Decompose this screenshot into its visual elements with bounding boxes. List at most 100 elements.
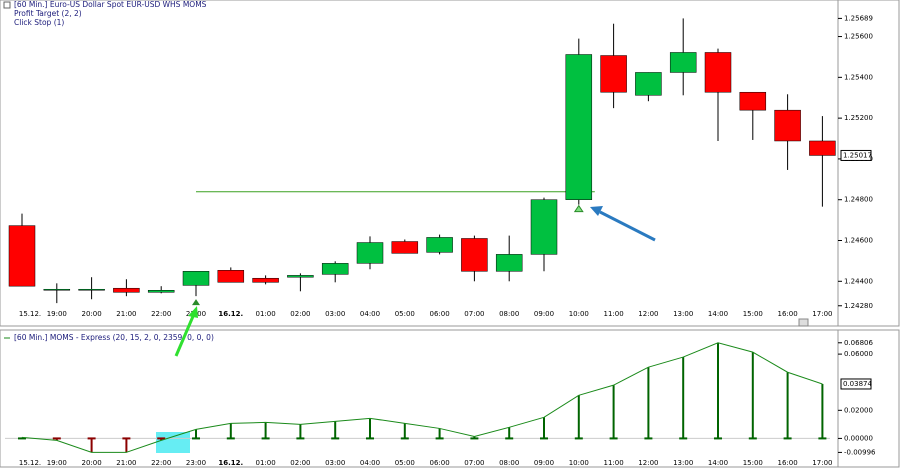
highlight-box: [156, 432, 190, 453]
x-tick-label: 14:00: [708, 459, 728, 467]
chart-title: [60 Min.] Euro-US Dollar Spot EUR-USD WH…: [14, 0, 207, 9]
x-tick-label: 15.12.: [19, 459, 41, 467]
x-tick-label: 08:00: [499, 459, 519, 467]
arrows: [174, 206, 656, 357]
green-arrow: [174, 313, 196, 357]
candle-body: [669, 52, 697, 73]
candle-body: [774, 109, 801, 142]
x-tick-label: 11:00: [604, 459, 624, 467]
x-tick-label: 20:00: [82, 459, 102, 467]
x-tick-label: 07:00: [464, 459, 484, 467]
x-tick-label: 12:00: [638, 459, 658, 467]
x-tick-label: 03:00: [325, 310, 345, 318]
y-tick-label: 0.00000: [844, 434, 873, 442]
x-tick-label: 13:00: [673, 459, 693, 467]
candle-body: [321, 263, 349, 275]
candle-body: [147, 290, 175, 293]
green-arrow-head: [188, 306, 198, 318]
x-tick-label: 15:00: [743, 459, 763, 467]
candle-body: [635, 72, 662, 96]
candle-body: [495, 254, 523, 272]
candle-body: [461, 238, 488, 272]
y-tick-label: 1.25600: [844, 33, 873, 41]
y-tick-label: 0.02000: [844, 406, 873, 414]
blue-arrow-head: [590, 206, 603, 216]
x-tick-label: 15.12.: [19, 310, 41, 318]
x-tick-label: 04:00: [360, 310, 380, 318]
x-tick-label: 01:00: [256, 310, 276, 318]
x-tick-label: 06:00: [430, 310, 450, 318]
x-tick-label: 16.12.: [218, 459, 243, 467]
candle-body: [252, 277, 279, 283]
price-panel: [0, 0, 839, 327]
x-tick-label: 11:00: [604, 310, 624, 318]
x-tick-label: 21:00: [116, 310, 136, 318]
x-tick-label: 06:00: [430, 459, 450, 467]
candle-body: [739, 91, 767, 111]
y-tick-label: 1.24280: [844, 302, 873, 310]
blue-arrow: [599, 210, 656, 242]
scroll-handle[interactable]: [798, 318, 809, 327]
x-tick-label: 04:00: [360, 459, 380, 467]
x-tick-label: 13:00: [673, 310, 693, 318]
last-value-box: [840, 378, 872, 390]
stop-marker: [573, 204, 584, 213]
x-tick-label: 02:00: [290, 459, 310, 467]
candle-body: [704, 52, 732, 93]
x-tick-label: 19:00: [47, 459, 67, 467]
x-tick-label: 14:00: [708, 310, 728, 318]
x-tick-label: 10:00: [569, 459, 589, 467]
y-tick-label: 1.25200: [844, 114, 873, 122]
y-tick-label: 1.24600: [844, 237, 873, 245]
x-tick-label: 19:00: [47, 310, 67, 318]
candle-body: [530, 199, 558, 255]
x-tick-label: 20:00: [82, 310, 102, 318]
x-tick-label: 05:00: [395, 310, 415, 318]
candle-body: [356, 242, 384, 264]
indicator-panel: [0, 329, 839, 468]
last-value-box: [840, 149, 872, 161]
x-tick-label: 17:00: [812, 310, 832, 318]
indicator-axis: [837, 329, 900, 468]
y-tick-label: 1.24800: [844, 196, 873, 204]
indicator-line: [21, 342, 823, 453]
entry-marker: [192, 299, 200, 306]
candle-body: [43, 288, 71, 291]
y-tick-label: -0.00996: [844, 448, 876, 456]
marks: 1.256891.256001.254001.252001.250001.248…: [5, 14, 876, 467]
x-tick-label: 16:00: [778, 310, 798, 318]
x-tick-label: 05:00: [395, 459, 415, 467]
price-axis: [837, 0, 900, 327]
x-tick-label: 10:00: [569, 310, 589, 318]
candle-body: [391, 241, 419, 254]
candle-body: [809, 140, 836, 156]
candle-body: [287, 275, 314, 278]
annotation: Profit Target (2, 2): [14, 9, 82, 18]
x-tick-label: 12:00: [638, 310, 658, 318]
x-tick-label: 15:00: [743, 310, 763, 318]
y-tick-label: 1.25400: [844, 73, 873, 81]
x-tick-label: 21:00: [116, 459, 136, 467]
x-tick-label: 16.12.: [218, 310, 243, 318]
candle-body: [565, 54, 593, 200]
x-tick-label: 22:00: [151, 459, 171, 467]
x-tick-label: 23:00: [186, 459, 206, 467]
candle-body: [182, 271, 210, 286]
x-tick-label: 16:00: [778, 459, 798, 467]
candle-body: [113, 287, 140, 293]
x-tick-label: 09:00: [534, 459, 554, 467]
candle-body: [217, 270, 245, 283]
y-tick-label: 0.06000: [844, 350, 873, 358]
candle-body: [600, 55, 627, 93]
x-tick-label: 17:00: [812, 459, 832, 467]
y-tick-label: 1.25689: [844, 14, 873, 22]
panel-icon: [3, 1, 11, 9]
x-tick-label: 08:00: [499, 310, 519, 318]
y-tick-label: 0.06806: [844, 339, 873, 347]
candle-body: [78, 288, 105, 291]
x-tick-label: 09:00: [534, 310, 554, 318]
annotation: Click Stop (1): [14, 18, 64, 27]
y-tick-label: 1.24400: [844, 277, 873, 285]
indicator-title: [60 Min.] MOMS - Express (20, 15, 2, 0, …: [14, 333, 214, 342]
